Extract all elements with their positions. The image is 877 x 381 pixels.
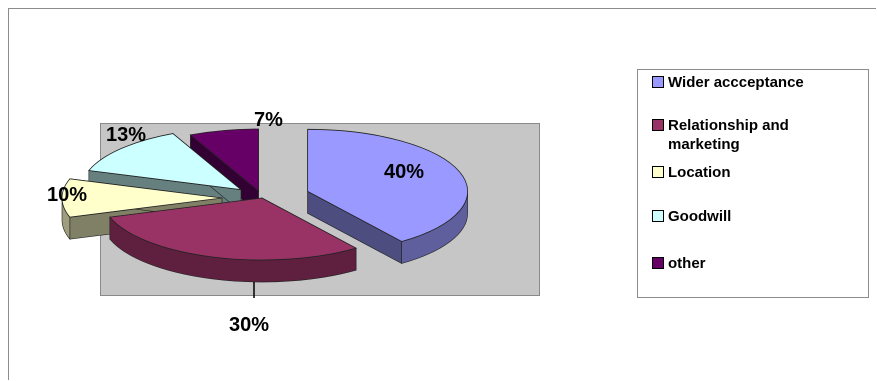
pie-slice-goodwill (88, 133, 243, 191)
legend-swatch-wider-acceptance (652, 76, 664, 88)
legend-label-relationship: Relationship and marketing (668, 117, 789, 153)
legend: Wider accceptance Relationship and marke… (637, 69, 869, 298)
slice-label-other: 7% (254, 109, 283, 131)
legend-item-goodwill: Goodwill (652, 207, 868, 226)
legend-swatch-relationship (652, 119, 664, 131)
legend-item-relationship: Relationship and marketing (652, 116, 838, 154)
legend-item-wider-acceptance: Wider accceptance (652, 73, 868, 92)
legend-label-location: Location (668, 164, 731, 181)
slice-label-goodwill: 13% (106, 124, 146, 146)
pie-slice-relationship-and-marketing (109, 197, 358, 261)
pie-slice-other (189, 128, 259, 192)
legend-swatch-other (652, 257, 664, 269)
chart-frame (8, 8, 876, 380)
legend-swatch-goodwill (652, 210, 664, 222)
legend-item-other: other (652, 254, 868, 273)
legend-label-wider-acceptance: Wider accceptance (668, 74, 804, 91)
pie-slice-wider-accceptance (307, 128, 469, 242)
pie-tops (61, 128, 469, 261)
slice-label-wider-acceptance: 40% (384, 161, 424, 183)
legend-swatch-location (652, 166, 664, 178)
slice-label-location: 10% (47, 184, 87, 206)
legend-item-location: Location (652, 163, 868, 182)
pie-slice-location (61, 178, 223, 218)
legend-label-goodwill: Goodwill (668, 208, 732, 225)
legend-label-other: other (668, 255, 706, 272)
slice-label-relationship: 30% (229, 314, 269, 336)
